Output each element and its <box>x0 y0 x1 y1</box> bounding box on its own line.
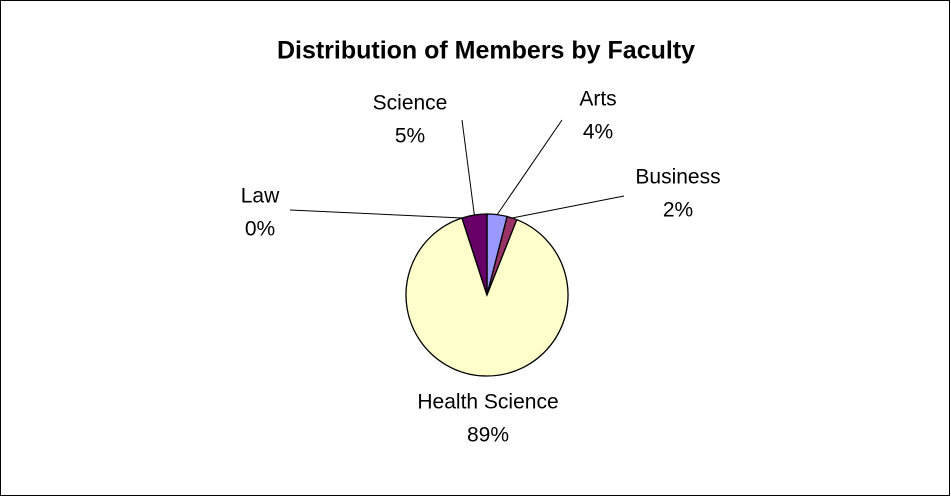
slice-label: Law <box>241 185 280 208</box>
slice-value-label: 5% <box>395 125 425 148</box>
leader-line <box>461 119 475 216</box>
pie-slice <box>405 217 569 377</box>
leader-line <box>289 209 462 219</box>
chart-title: Distribution of Members by Faculty <box>277 37 695 65</box>
leader-line <box>511 195 625 219</box>
slice-label: Arts <box>579 88 616 111</box>
slice-value-label: 2% <box>663 199 693 222</box>
slice-label: Science <box>373 92 448 115</box>
slice-label: Health Science <box>417 391 558 414</box>
slice-value-label: 0% <box>245 218 275 241</box>
slice-value-label: 89% <box>467 424 509 447</box>
slice-value-label: 4% <box>583 121 613 144</box>
slice-label: Business <box>635 166 720 189</box>
leader-line <box>496 119 563 215</box>
